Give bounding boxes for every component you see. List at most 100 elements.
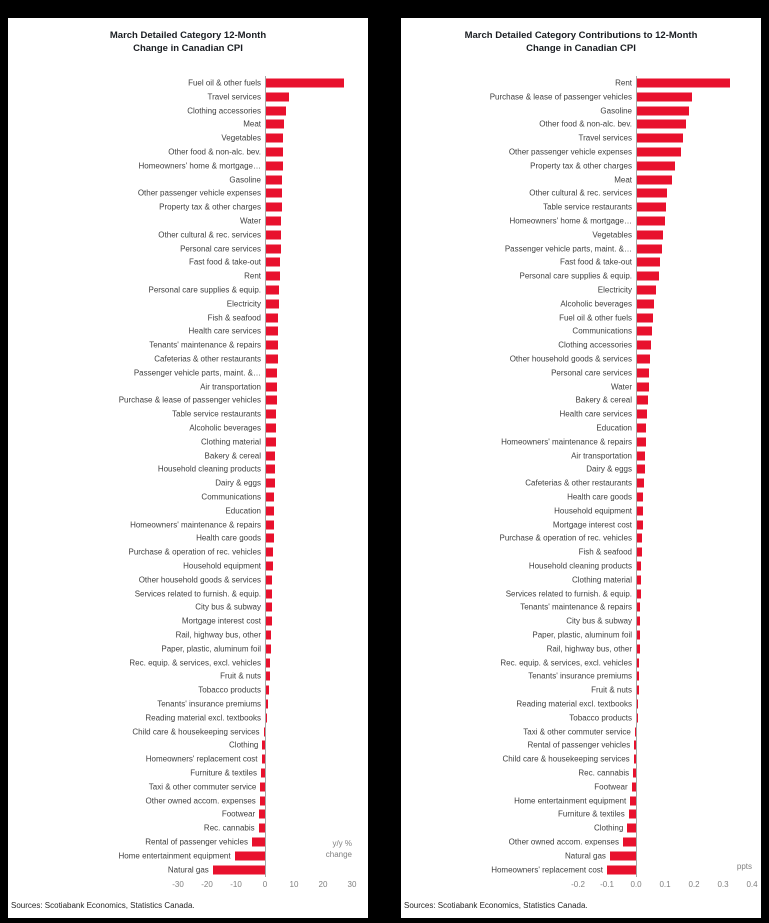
chart-bar [266, 547, 274, 557]
chart-bar [637, 340, 651, 350]
chart-bar [637, 478, 644, 488]
chart-bar [259, 796, 265, 805]
category-label: Purchase & operation of rec. vehicles [128, 547, 261, 557]
category-label: Tenants' maintenance & repairs [149, 340, 261, 350]
chart-bar [637, 257, 661, 267]
chart-bar [637, 506, 644, 516]
chart-bar [637, 658, 640, 667]
chart-bar [266, 202, 282, 212]
category-label: Passenger vehicle parts, maint. &… [133, 368, 261, 378]
chart-bar [637, 464, 645, 474]
category-label: Health care services [559, 409, 632, 419]
chart-bar [251, 837, 265, 847]
category-label: Other household goods & services [509, 354, 632, 364]
category-label: Air transportation [571, 451, 632, 460]
chart-bar [637, 133, 684, 143]
chart-bar [259, 809, 265, 819]
category-label: Bakery & cereal [204, 451, 261, 460]
chart-bar [266, 382, 278, 391]
category-label: Health care goods [196, 533, 261, 543]
chart-bar [266, 589, 273, 598]
chart-bar [637, 602, 641, 612]
x-tick-label: 10 [289, 880, 299, 889]
category-label: Homeowners' maintenance & repairs [501, 437, 632, 447]
chart-bar [266, 699, 268, 709]
chart-bar [637, 244, 662, 253]
category-label: Rec. equip. & services, excl. vehicles [500, 658, 632, 667]
chart-bar [634, 727, 636, 736]
chart-bar [266, 423, 277, 433]
chart-bar [637, 713, 638, 723]
category-label: Alcoholic beverages [189, 423, 261, 433]
chart-bar [266, 119, 285, 129]
chart-bar [637, 202, 666, 212]
chart-bar [266, 630, 271, 640]
x-tick-label: 0.3 [717, 880, 729, 889]
category-label: Services related to furnish. & equip. [134, 589, 261, 598]
chart-bar [266, 602, 272, 612]
chart-bar [266, 713, 268, 723]
category-label: Gasoline [600, 106, 632, 115]
category-label: Gasoline [229, 175, 261, 184]
chart-bar [266, 464, 275, 474]
chart-bar [637, 423, 647, 433]
category-label: Rental of passenger vehicles [145, 837, 248, 847]
category-label: Household equipment [554, 506, 632, 516]
category-label: Fish & seafood [207, 313, 261, 322]
chart-bar [637, 78, 730, 88]
chart-bar [637, 547, 642, 557]
source-note: Sources: Scotiabank Economics, Statistic… [11, 901, 195, 910]
chart-bar [234, 851, 265, 861]
x-tick-label: -30 [172, 880, 184, 889]
chart-bar [627, 823, 636, 833]
chart-bar [637, 589, 641, 598]
chart-bar [266, 92, 290, 102]
axis-unit-label: y/y % change [326, 838, 352, 860]
chart-bar [637, 175, 672, 184]
chart-bar [637, 313, 653, 322]
chart-bar [637, 409, 648, 419]
category-label: Taxi & other commuter service [148, 782, 257, 792]
chart-bar [637, 147, 681, 157]
chart-title-line1: March Detailed Category Contributions to… [464, 30, 698, 41]
category-label: Furniture & textiles [558, 809, 625, 819]
category-label: Home entertainment equipment [514, 796, 627, 805]
chart-bar [266, 478, 275, 488]
category-label: Personal care services [551, 368, 632, 378]
x-tick-label: 0.2 [688, 880, 700, 889]
category-label: Mortgage interest cost [552, 520, 632, 529]
x-tick-label: -0.2 [571, 880, 585, 889]
category-label: Purchase & lease of passenger vehicles [489, 92, 632, 102]
chart-bar [637, 575, 642, 585]
chart-bar [266, 658, 271, 667]
chart-bar [261, 754, 265, 764]
chart-bar [266, 313, 279, 322]
category-label: Other cultural & rec. services [158, 230, 261, 240]
chart-bar [637, 395, 648, 405]
chart-bar [266, 409, 277, 419]
category-label: Paper, plastic, aluminum foil [161, 644, 261, 654]
category-label: Paper, plastic, aluminum foil [532, 630, 632, 640]
category-label: Other household goods & services [138, 575, 261, 585]
chart-bar [637, 644, 640, 654]
category-label: Personal care services [180, 244, 261, 253]
chart-bar [266, 230, 281, 240]
chart-bar [266, 506, 275, 516]
chart-bar [266, 685, 270, 695]
category-label: Furniture & textiles [190, 768, 257, 778]
category-label: Natural gas [167, 865, 209, 874]
category-label: Rec. cannabis [203, 823, 255, 833]
category-label: Reading material excl. textbooks [516, 699, 632, 709]
category-label: Personal care supplies & equip. [148, 285, 261, 295]
category-label: Household cleaning products [528, 561, 632, 571]
chart-bar [637, 326, 652, 336]
category-label: Homeowners' maintenance & repairs [130, 520, 261, 529]
chart-bar [262, 740, 265, 750]
category-label: Fruit & nuts [220, 671, 261, 681]
category-label: Travel services [207, 92, 262, 102]
chart-bar [263, 727, 265, 736]
category-label: Communications [201, 492, 261, 502]
chart-bar [607, 865, 636, 874]
chart-bar [266, 161, 283, 171]
